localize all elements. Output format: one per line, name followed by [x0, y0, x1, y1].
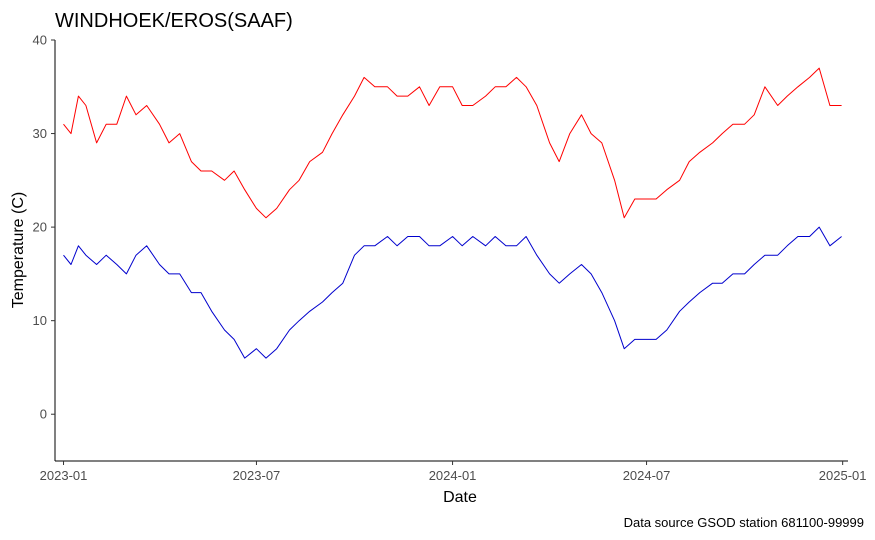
x-tick-label: 2024-01 [429, 468, 477, 483]
x-axis-title: Date [443, 489, 477, 506]
data-source-caption: Data source GSOD station 681100-99999 [624, 515, 864, 530]
y-axis-title: Temperature (C) [10, 192, 27, 308]
y-tick-label: 20 [33, 220, 47, 235]
y-tick-label: 40 [33, 33, 47, 48]
series-line-2 [63, 226, 842, 359]
x-tick-label: 2023-01 [40, 468, 88, 483]
series-line-1 [63, 67, 842, 219]
x-tick-label: 2025-01 [819, 468, 867, 483]
axes: 0 10 20 30 40 2023-01 2023-07 2024-01 2024-07 202… [33, 33, 867, 484]
x-tick-label: 2023-07 [233, 468, 281, 483]
y-tick-label: 0 [40, 407, 47, 422]
plot-area [63, 67, 842, 359]
x-tick-label: 2024-07 [623, 468, 671, 483]
y-tick-label: 30 [33, 126, 47, 141]
chart-title: WINDHOEK/EROS(SAAF) [55, 10, 293, 32]
y-tick-label: 10 [33, 313, 47, 328]
